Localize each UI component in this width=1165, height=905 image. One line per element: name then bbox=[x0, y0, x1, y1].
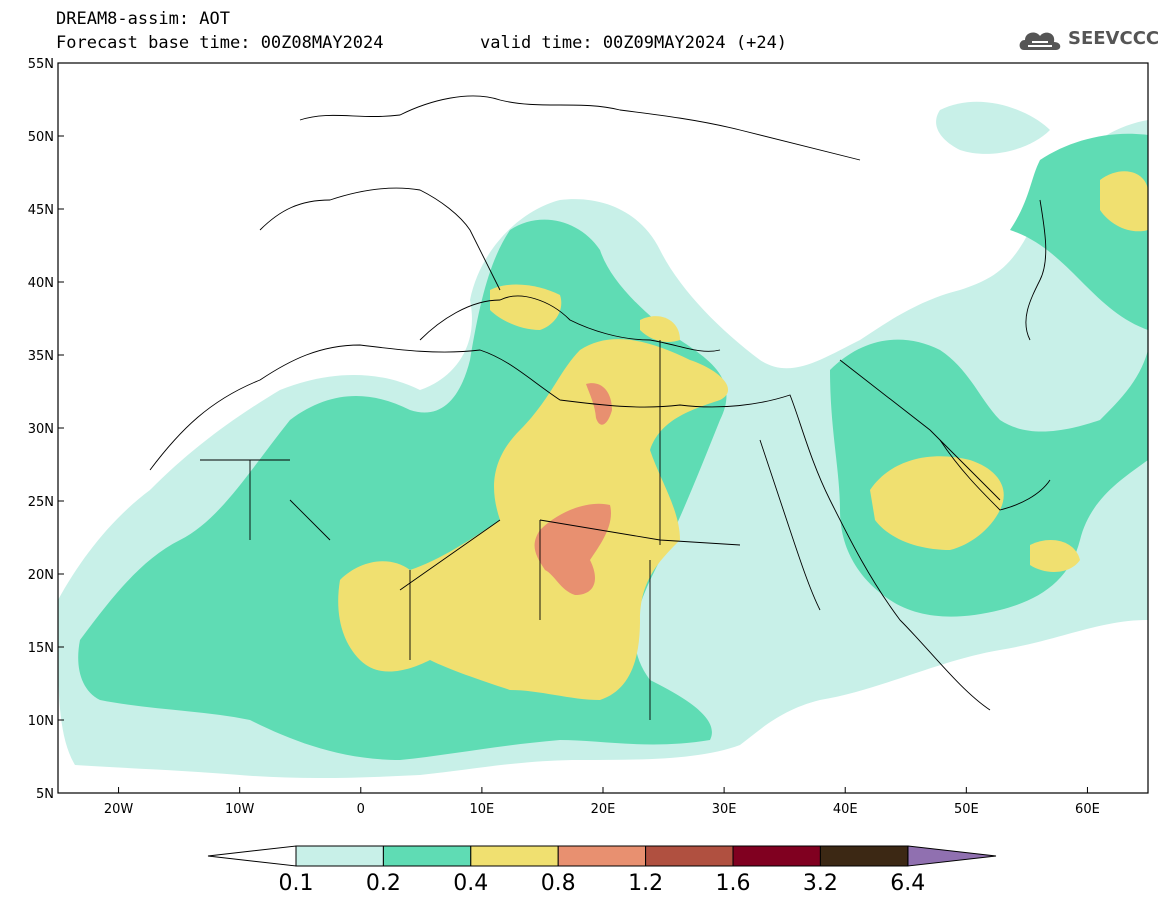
lat-label: 10N bbox=[28, 714, 54, 729]
colorbar-label: 0.4 bbox=[453, 871, 488, 896]
lon-label: 60E bbox=[1075, 802, 1100, 817]
lon-label: 30E bbox=[712, 802, 737, 817]
colorbar-label: 3.2 bbox=[803, 871, 838, 896]
lon-label: 20E bbox=[591, 802, 616, 817]
colorbar-box bbox=[557, 845, 647, 867]
colorbar-min-arrow bbox=[207, 845, 297, 867]
latitude-axis: 55N 50N 45N 40N 35N 30N 25N 20N 15N 10N 5N bbox=[28, 57, 64, 802]
lat-label: 45N bbox=[28, 203, 54, 218]
lon-label: 40E bbox=[833, 802, 858, 817]
colorbar-label: 1.2 bbox=[628, 871, 663, 896]
lon-label: 10W bbox=[225, 802, 255, 817]
lat-label: 15N bbox=[28, 641, 54, 656]
forecast-base-time: Forecast base time: 00Z08MAY2024 bbox=[56, 33, 384, 53]
colorbar-label: 0.2 bbox=[366, 871, 401, 896]
lat-label: 35N bbox=[28, 349, 54, 364]
seevccc-logo: SEEVCCC bbox=[1016, 24, 1160, 56]
colorbar-box bbox=[382, 845, 472, 867]
colorbar-labels: 0.1 0.2 0.4 0.8 1.2 1.6 3.2 6.4 bbox=[279, 871, 926, 896]
longitude-axis: 20W 10W 0 10E 20E 30E 40E 50E 60E bbox=[104, 787, 1100, 817]
lat-label: 25N bbox=[28, 495, 54, 510]
colorbar-label: 6.4 bbox=[890, 871, 925, 896]
colorbar-boxes bbox=[295, 845, 909, 867]
logo-text: SEEVCCC bbox=[1068, 28, 1160, 49]
lat-label: 40N bbox=[28, 276, 54, 291]
cloud-icon bbox=[1019, 32, 1061, 50]
lat-label: 20N bbox=[28, 568, 54, 583]
aot-field-0.4 bbox=[338, 171, 1148, 700]
colorbar-max-arrow bbox=[907, 845, 997, 867]
lon-label: 20W bbox=[104, 802, 134, 817]
coastlines bbox=[149, 95, 1051, 720]
colorbar-box bbox=[645, 845, 734, 867]
colorbar-box bbox=[295, 845, 384, 867]
map-plot-area bbox=[57, 62, 1149, 794]
colorbar-label: 0.8 bbox=[541, 871, 576, 896]
lat-label: 5N bbox=[36, 787, 54, 802]
lat-label: 30N bbox=[28, 422, 54, 437]
lat-label: 50N bbox=[28, 130, 54, 145]
valid-time: valid time: 00Z09MAY2024 (+24) bbox=[480, 33, 788, 53]
lon-label: 50E bbox=[954, 802, 979, 817]
aot-field-0.8 bbox=[534, 383, 612, 595]
colorbar: 0.1 0.2 0.4 0.8 1.2 1.6 3.2 6.4 bbox=[207, 845, 997, 896]
colorbar-label: 0.1 bbox=[279, 871, 314, 896]
lon-label: 10E bbox=[470, 802, 495, 817]
colorbar-box bbox=[819, 845, 909, 867]
colorbar-box bbox=[470, 845, 559, 867]
lon-label: 0 bbox=[357, 802, 365, 817]
map-title: DREAM8-assim: AOT bbox=[56, 9, 230, 29]
colorbar-box bbox=[732, 845, 821, 867]
colorbar-label: 1.6 bbox=[716, 871, 751, 896]
lat-label: 55N bbox=[28, 57, 54, 72]
